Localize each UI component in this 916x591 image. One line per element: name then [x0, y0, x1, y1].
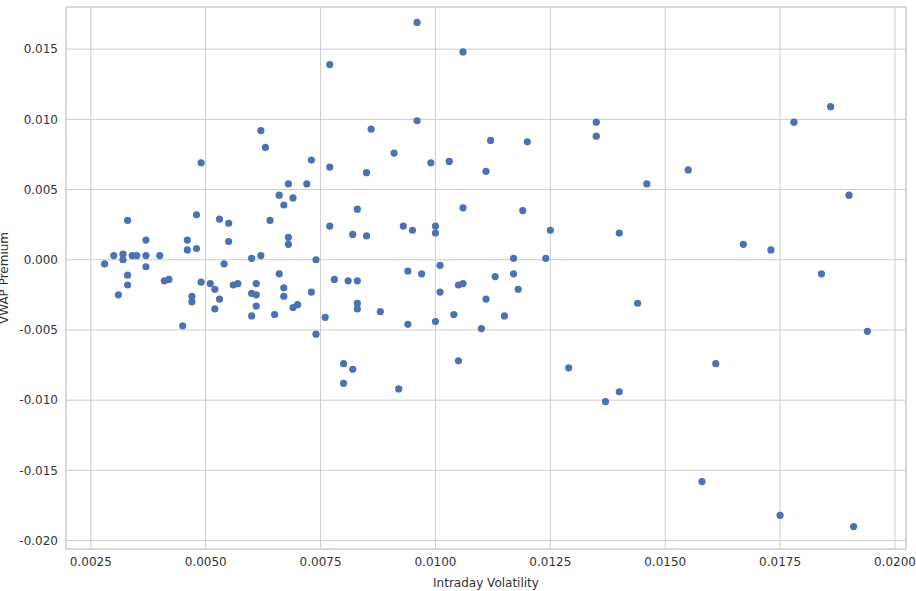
- svg-text:0.0075: 0.0075: [300, 555, 342, 569]
- svg-text:0.0150: 0.0150: [644, 555, 686, 569]
- svg-text:0.010: 0.010: [24, 113, 58, 127]
- svg-text:0.0025: 0.0025: [70, 555, 112, 569]
- svg-text:0.015: 0.015: [24, 42, 58, 56]
- svg-text:0.0100: 0.0100: [414, 555, 456, 569]
- svg-text:0.0050: 0.0050: [185, 555, 227, 569]
- svg-text:-0.020: -0.020: [19, 534, 58, 548]
- svg-text:0.000: 0.000: [24, 253, 58, 267]
- svg-text:0.0125: 0.0125: [529, 555, 571, 569]
- svg-text:-0.010: -0.010: [19, 393, 58, 407]
- svg-text:0.0200: 0.0200: [874, 555, 908, 569]
- svg-text:-0.005: -0.005: [19, 323, 58, 337]
- svg-text:Intraday Volatility: Intraday Volatility: [433, 576, 539, 590]
- svg-text:VWAP Premium: VWAP Premium: [8, 232, 11, 324]
- svg-text:0.0175: 0.0175: [759, 555, 801, 569]
- svg-text:-0.015: -0.015: [19, 464, 58, 478]
- svg-text:0.005: 0.005: [24, 183, 58, 197]
